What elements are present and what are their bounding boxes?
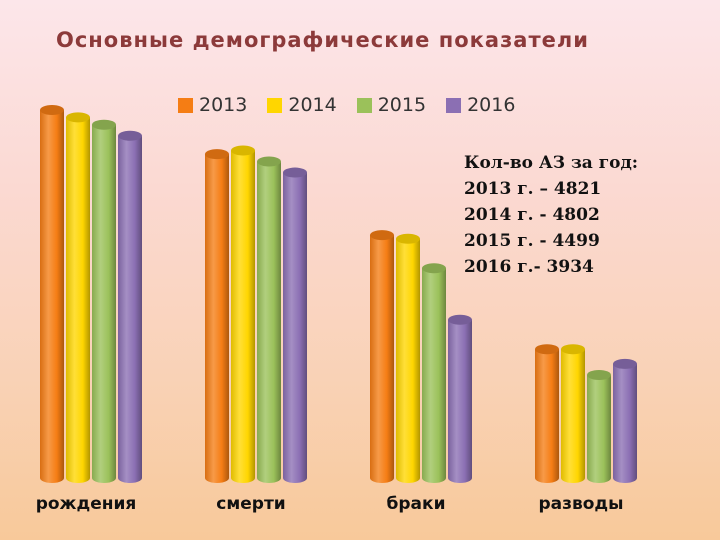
- legend-swatch: [178, 97, 193, 113]
- bar-2014-0-top: [66, 112, 90, 123]
- bar-2014-1-top: [231, 145, 255, 156]
- page-title: Основные демографические показатели: [56, 28, 589, 52]
- bar-2016-0: [118, 135, 142, 483]
- category-label-2: браки: [386, 494, 446, 514]
- bar-2013-0-top: [40, 105, 64, 115]
- bar-2013-1-top: [205, 149, 229, 160]
- bar-2014-1: [231, 150, 255, 484]
- bar-2015-3-top: [587, 369, 611, 380]
- note-heading: Кол-во АЗ за год:: [464, 153, 639, 173]
- bar-2016-0-top: [118, 130, 142, 141]
- bar-2014-0: [66, 117, 90, 484]
- bar-2016-3-top: [613, 358, 637, 369]
- bar-2015-2-top: [422, 263, 446, 274]
- category-label-1: смерти: [216, 494, 286, 514]
- legend: 2013 2014 2015 2016: [178, 92, 535, 118]
- legend-label: 2015: [377, 94, 427, 116]
- bar-2015-3: [587, 374, 611, 483]
- bar-2014-3-top: [561, 344, 585, 355]
- legend-label: 2014: [288, 94, 337, 116]
- legend-swatch: [267, 97, 283, 113]
- bar-2013-3-top: [535, 344, 559, 355]
- bar-2016-2: [448, 319, 472, 483]
- bar-2015-0-top: [92, 119, 116, 130]
- bar-2013-2: [370, 235, 394, 483]
- bar-2013-3: [535, 349, 559, 483]
- bar-2015-1-top: [257, 156, 281, 167]
- bar-2013-1: [205, 154, 229, 483]
- bar-2015-1: [257, 161, 281, 483]
- legend-label: 2016: [467, 94, 516, 116]
- category-label-3: разводы: [538, 494, 624, 514]
- bar-2014-3: [561, 349, 585, 483]
- bar-2016-1-top: [283, 167, 307, 178]
- bar-2014-2: [396, 238, 420, 483]
- legend-item-2013: 2013: [178, 94, 247, 116]
- bar-2014-2-top: [396, 233, 420, 244]
- annual-count-note: Кол-во АЗ за год: 2013 г. – 4821 2014 г.…: [464, 150, 638, 280]
- bar-2015-2: [422, 268, 446, 483]
- legend-item-2016: 2016: [446, 94, 515, 116]
- note-line-2016: 2016 г.- 3934: [464, 257, 594, 277]
- legend-label: 2013: [199, 94, 248, 116]
- bar-2015-0: [92, 124, 116, 483]
- note-line-2013: 2013 г. – 4821: [464, 179, 602, 199]
- legend-item-2014: 2014: [267, 94, 337, 116]
- legend-swatch: [446, 97, 462, 113]
- bar-2016-2-top: [448, 314, 472, 325]
- bar-2013-2-top: [370, 230, 394, 241]
- note-line-2014: 2014 г. - 4802: [464, 205, 600, 225]
- bar-2013-0: [40, 110, 64, 483]
- bar-2016-3: [613, 363, 637, 483]
- legend-swatch: [356, 97, 372, 113]
- bar-2016-1: [283, 172, 307, 483]
- note-line-2015: 2015 г. - 4499: [464, 231, 600, 251]
- legend-item-2015: 2015: [356, 94, 427, 116]
- category-label-0: рождения: [35, 494, 137, 514]
